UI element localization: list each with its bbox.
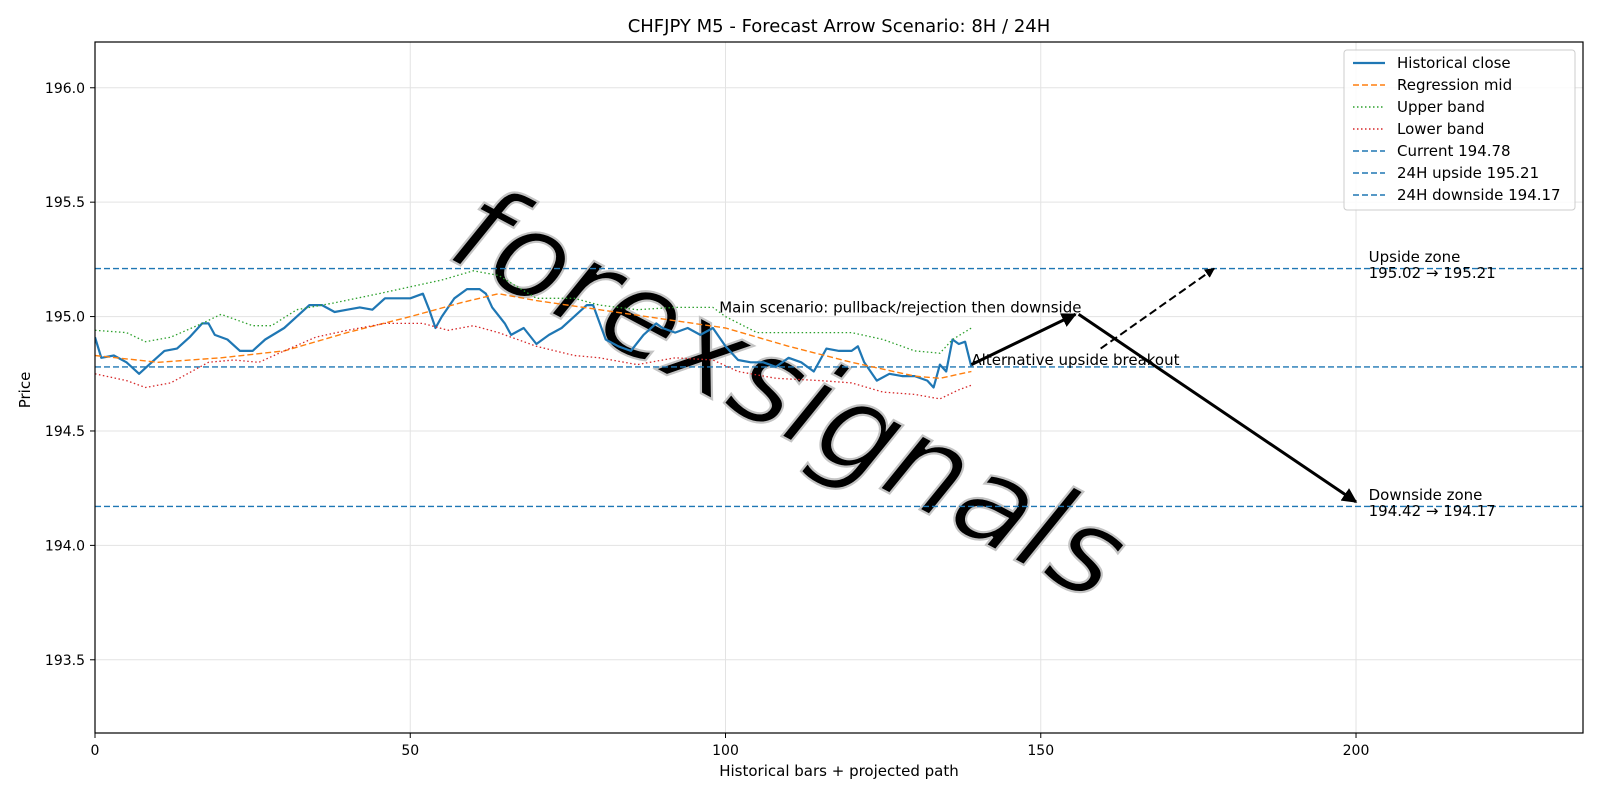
- series-line-lower: [95, 322, 972, 400]
- arrow-main-leg-1: [970, 312, 1077, 366]
- upside-zone-label: Upside zone: [1369, 248, 1461, 266]
- downside-zone-range: 194.42 → 194.17: [1369, 502, 1496, 520]
- y-axis-ticks: 193.5 194.0 194.5 195.0 195.5 196.0: [45, 81, 95, 669]
- y-tick-label: 193.5: [45, 653, 85, 669]
- x-axis-label: Historical bars + projected path: [719, 762, 959, 780]
- legend-label: Lower band: [1397, 120, 1484, 138]
- y-tick-label: 195.0: [45, 310, 85, 326]
- legend-label: 24H upside 195.21: [1397, 164, 1539, 182]
- series-layer: [95, 270, 973, 400]
- x-tick-label: 50: [401, 743, 419, 759]
- y-tick-label: 196.0: [45, 81, 85, 97]
- upside-zone-range: 195.02 → 195.21: [1369, 264, 1496, 282]
- main-scenario-label: Main scenario: pullback/rejection then d…: [719, 299, 1081, 317]
- legend-box: [1343, 49, 1576, 211]
- y-tick-label: 195.5: [45, 195, 85, 211]
- downside-zone-label: Downside zone: [1369, 486, 1483, 504]
- x-tick-label: 0: [91, 743, 100, 759]
- series-line-close: [95, 288, 973, 389]
- legend-label: Upper band: [1397, 98, 1485, 116]
- x-tick-label: 100: [712, 743, 739, 759]
- legend-label: 24H downside 194.17: [1397, 186, 1561, 204]
- scenario-arrows: [970, 267, 1358, 504]
- annotations: Main scenario: pullback/rejection then d…: [719, 248, 1496, 520]
- y-tick-label: 194.0: [45, 538, 85, 554]
- x-tick-label: 150: [1027, 743, 1054, 759]
- y-tick-label: 194.5: [45, 424, 85, 440]
- grid-lines: [94, 42, 1583, 733]
- series-line-mid: [95, 293, 972, 379]
- alt-scenario-label: Alternative upside breakout: [971, 351, 1179, 369]
- plot-frame: [94, 41, 1584, 734]
- x-axis-ticks: 0 50 100 150 200: [91, 733, 1370, 759]
- x-tick-label: 200: [1343, 743, 1370, 759]
- y-axis-label: Price: [16, 372, 34, 409]
- legend-label: Regression mid: [1397, 76, 1512, 94]
- level-lines: [95, 267, 1583, 508]
- chart-title: CHFJPY M5 - Forecast Arrow Scenario: 8H …: [628, 16, 1051, 37]
- legend: Historical close Regression mid Upper band…: [1343, 49, 1576, 211]
- arrow-alt-leg: [1100, 267, 1215, 350]
- arrow-main-leg-2: [1077, 313, 1358, 504]
- legend-label: Current 194.78: [1397, 142, 1511, 160]
- legend-label: Historical close: [1397, 54, 1511, 72]
